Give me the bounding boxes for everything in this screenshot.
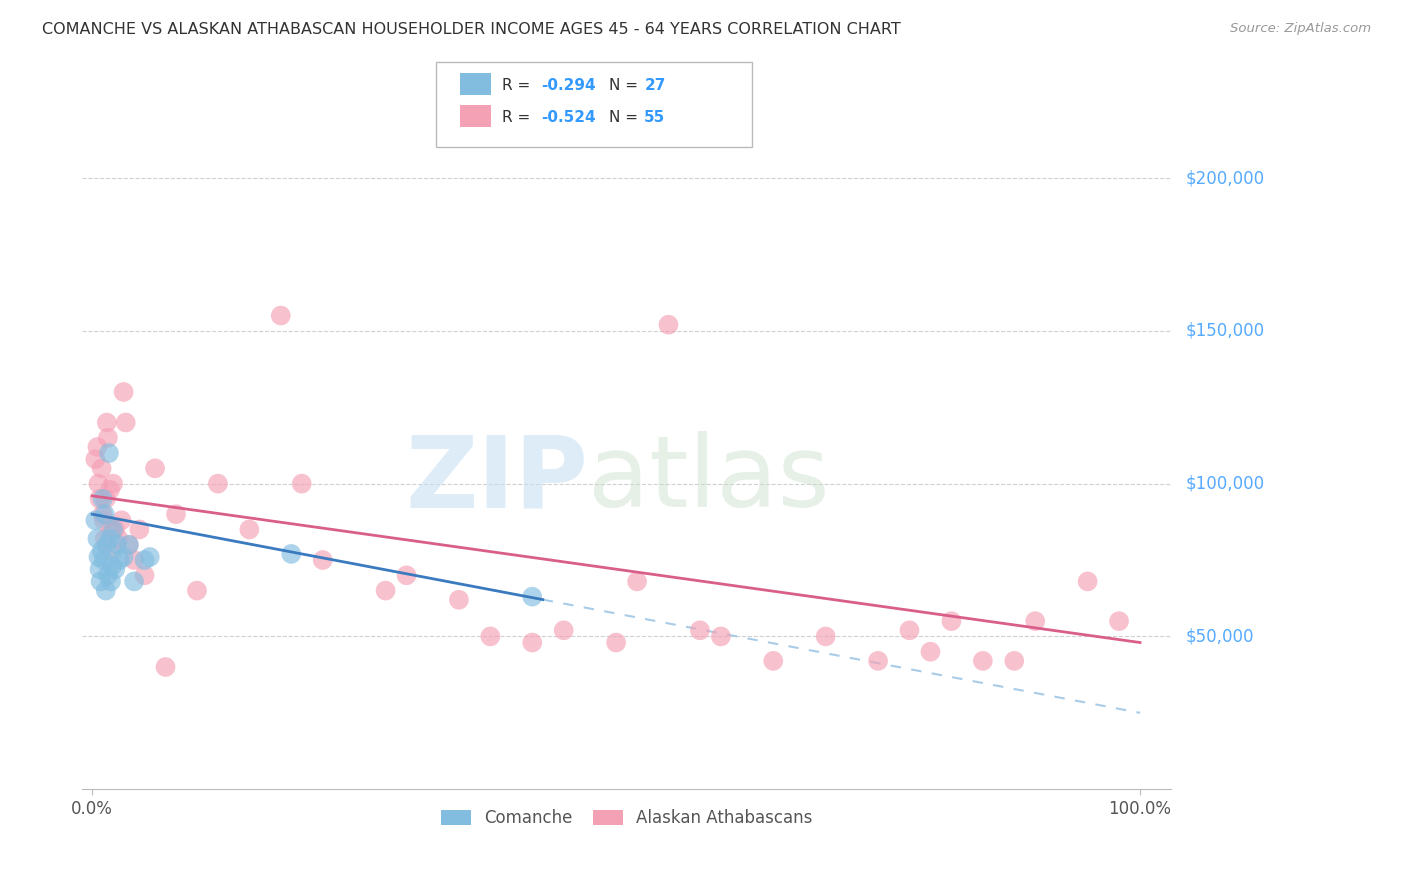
Point [97, 431, 120, 445]
Point [98, 532, 121, 546]
Point [814, 629, 837, 643]
Point [312, 553, 335, 567]
Point [710, 629, 733, 643]
Point [118, 538, 141, 552]
Text: N =: N = [609, 78, 643, 93]
Point [94, 532, 117, 546]
Text: 55: 55 [644, 110, 665, 125]
Point [90, 461, 112, 475]
Point [89, 562, 111, 576]
Text: Source: ZipAtlas.com: Source: ZipAtlas.com [1230, 22, 1371, 36]
Point [90, 574, 112, 589]
Point [96, 416, 118, 430]
Point [94, 583, 117, 598]
Point [101, 559, 124, 574]
Point [101, 476, 124, 491]
Point [155, 660, 177, 674]
Point [868, 654, 890, 668]
Point [91, 507, 114, 521]
Point [110, 513, 132, 527]
Point [291, 476, 314, 491]
Point [108, 553, 131, 567]
Point [920, 645, 942, 659]
Point [280, 547, 302, 561]
Point [395, 568, 418, 582]
Text: $50,000: $50,000 [1185, 627, 1254, 646]
Point [84, 452, 107, 467]
Point [605, 635, 627, 649]
Point [94, 507, 117, 521]
Point [479, 629, 502, 643]
Point [139, 549, 162, 564]
Point [105, 538, 128, 552]
Point [134, 553, 156, 567]
Point [90, 544, 112, 558]
Point [86, 532, 108, 546]
Point [96, 538, 118, 552]
Text: ZIP: ZIP [405, 432, 589, 528]
Point [1024, 614, 1046, 628]
Point [447, 592, 470, 607]
Point [134, 568, 156, 582]
Point [522, 590, 544, 604]
Text: R =: R = [502, 110, 536, 125]
Point [97, 568, 120, 582]
Point [86, 440, 108, 454]
Point [186, 583, 208, 598]
Text: COMANCHE VS ALASKAN ATHABASCAN HOUSEHOLDER INCOME AGES 45 - 64 YEARS CORRELATION: COMANCHE VS ALASKAN ATHABASCAN HOUSEHOLD… [42, 22, 901, 37]
Point [657, 318, 679, 332]
Text: -0.294: -0.294 [541, 78, 596, 93]
Point [207, 476, 229, 491]
Point [97, 446, 120, 460]
Point [122, 553, 145, 567]
Point [270, 309, 292, 323]
Point [84, 513, 107, 527]
Point [112, 384, 135, 399]
Point [114, 416, 136, 430]
Point [143, 461, 166, 475]
Point [101, 523, 124, 537]
Text: atlas: atlas [589, 432, 830, 528]
Point [972, 654, 994, 668]
Point [374, 583, 396, 598]
Point [762, 654, 785, 668]
Point [128, 523, 150, 537]
Point [522, 635, 544, 649]
Point [87, 549, 110, 564]
Point [91, 491, 114, 506]
Text: 27: 27 [644, 78, 665, 93]
Point [165, 507, 187, 521]
Point [101, 544, 124, 558]
Point [941, 614, 963, 628]
Point [553, 624, 575, 638]
Point [238, 523, 260, 537]
Point [100, 523, 122, 537]
Point [1108, 614, 1130, 628]
Point [89, 491, 111, 506]
Point [118, 538, 141, 552]
Point [104, 523, 127, 537]
Point [689, 624, 711, 638]
Text: $200,000: $200,000 [1185, 169, 1264, 187]
Point [626, 574, 648, 589]
Text: $100,000: $100,000 [1185, 475, 1264, 492]
Text: -0.524: -0.524 [541, 110, 596, 125]
Point [100, 574, 122, 589]
Point [87, 476, 110, 491]
Point [104, 562, 127, 576]
Point [112, 549, 135, 564]
Point [107, 532, 129, 546]
Point [1077, 574, 1099, 589]
Point [93, 553, 115, 567]
Point [93, 513, 115, 527]
Point [1002, 654, 1025, 668]
Point [122, 574, 145, 589]
Text: N =: N = [609, 110, 643, 125]
Point [94, 491, 117, 506]
Text: $150,000: $150,000 [1185, 322, 1264, 340]
Text: R =: R = [502, 78, 536, 93]
Legend: Comanche, Alaskan Athabascans: Comanche, Alaskan Athabascans [434, 802, 818, 834]
Point [898, 624, 921, 638]
Point [98, 483, 121, 497]
